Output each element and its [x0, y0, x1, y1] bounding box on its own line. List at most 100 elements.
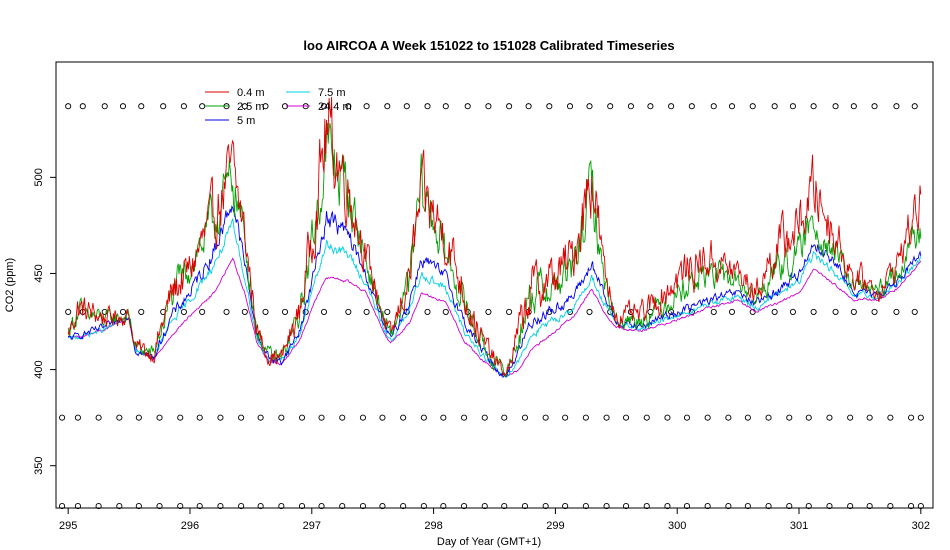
marker-point [728, 308, 736, 315]
marker-point [805, 414, 812, 421]
marker-point [911, 308, 918, 315]
marker-point [908, 414, 915, 421]
marker-point [160, 103, 167, 110]
marker-point [688, 308, 695, 315]
marker-point [850, 103, 857, 110]
marker-point [710, 103, 717, 110]
x-tick-label: 296 [181, 520, 199, 532]
marker-point [257, 503, 264, 510]
marker-point [485, 103, 492, 110]
marker-point [789, 103, 796, 110]
marker-point [749, 103, 756, 110]
marker-point [95, 503, 102, 510]
marker-point [320, 103, 328, 110]
marker-point [501, 414, 508, 421]
marker-point [917, 414, 924, 421]
marker-point [318, 414, 325, 421]
marker-point [79, 103, 86, 110]
y-tick-label: 400 [33, 360, 45, 378]
marker-point [668, 103, 675, 110]
marker-point [562, 414, 569, 421]
marker-point [847, 414, 854, 421]
marker-point [683, 414, 691, 421]
marker-point [786, 503, 793, 510]
marker-point [704, 503, 711, 510]
marker-point [832, 308, 839, 315]
marker-point [525, 103, 532, 110]
marker-point [281, 308, 289, 315]
x-tick-label: 300 [668, 520, 686, 532]
marker-point [359, 503, 367, 510]
marker-point [65, 103, 72, 110]
marker-point [135, 503, 142, 510]
series-line [67, 257, 922, 377]
marker-point [384, 103, 391, 110]
x-axis-label: Day of Year (GMT+1) [437, 536, 541, 548]
marker-point [542, 503, 549, 510]
marker-point [683, 503, 691, 510]
marker-point [710, 308, 717, 315]
marker-point [400, 414, 407, 421]
marker-point [420, 503, 427, 510]
marker-point [363, 308, 370, 315]
marker-point [810, 103, 817, 110]
legend-label: 24.4 m [318, 101, 352, 113]
marker-point [866, 414, 873, 421]
marker-point [908, 503, 915, 510]
marker-point [262, 103, 269, 110]
marker-point [217, 414, 224, 421]
marker-point [627, 103, 634, 110]
marker-point [481, 414, 488, 421]
marker-point [119, 308, 127, 315]
marker-point [607, 103, 614, 110]
marker-point [138, 308, 145, 315]
marker-point [320, 308, 328, 315]
marker-point [442, 308, 449, 315]
marker-point [238, 414, 245, 421]
y-axis-label: CO2 (ppm) [4, 258, 16, 312]
marker-point [119, 103, 127, 110]
marker-point [725, 414, 732, 421]
series-lines [67, 96, 922, 379]
marker-point [199, 103, 206, 110]
marker-point [403, 103, 410, 110]
marker-point [262, 308, 269, 315]
marker-point [566, 103, 574, 110]
marker-point [603, 503, 610, 510]
marker-point [623, 414, 630, 421]
marker-point [893, 103, 900, 110]
marker-point [177, 414, 184, 421]
x-tick-label: 301 [790, 520, 808, 532]
marker-point [744, 503, 751, 510]
marker-point [379, 414, 386, 421]
marker-point [116, 503, 123, 510]
marker-point [744, 414, 751, 421]
x-axis: 295 296 297 298 299 300 301 302 [59, 507, 930, 532]
marker-point [440, 503, 447, 510]
marker-point [217, 503, 224, 510]
legend-label: 5 m [237, 115, 255, 127]
marker-point [241, 103, 248, 110]
marker-point [138, 103, 145, 110]
marker-point [298, 414, 306, 421]
marker-point [59, 414, 66, 421]
marker-point [156, 414, 163, 421]
legend-label: 7.5 m [318, 87, 346, 99]
marker-point [379, 503, 386, 510]
marker-point [238, 503, 245, 510]
marker-point [725, 503, 732, 510]
marker-point [460, 503, 468, 510]
marker-point [850, 308, 857, 315]
marker-point [887, 414, 894, 421]
marker-point [74, 503, 81, 510]
legend: 0.4 m 2.5 m 5 m 7.5 m 24.4 m [205, 87, 352, 127]
marker-point [832, 103, 839, 110]
marker-point [481, 503, 488, 510]
marker-point [101, 103, 108, 110]
marker-point [664, 503, 671, 510]
marker-point [771, 308, 778, 315]
marker-point [442, 103, 449, 110]
x-tick-label: 297 [303, 520, 321, 532]
marker-point [911, 103, 918, 110]
